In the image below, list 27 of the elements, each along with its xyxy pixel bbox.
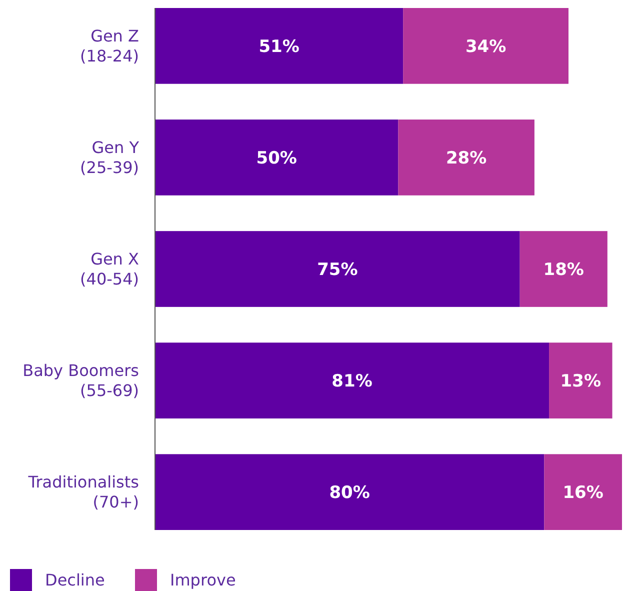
data-label: 34% <box>465 36 506 57</box>
bar <box>544 454 622 530</box>
y-tick-label: Gen Z (18-24) <box>80 26 140 66</box>
bar <box>549 342 612 418</box>
bar <box>155 8 404 84</box>
y-tick-label: Gen Y (25-39) <box>80 138 140 178</box>
y-tick-label: Traditionalists (70+) <box>27 472 139 512</box>
bar <box>155 231 520 307</box>
data-label: 50% <box>256 148 297 168</box>
bar <box>155 120 398 196</box>
bar <box>403 8 568 84</box>
bar <box>155 454 544 530</box>
legend-label: Decline <box>45 570 105 590</box>
data-label: 81% <box>332 371 372 392</box>
legend-label: Improve <box>170 570 236 590</box>
bar <box>398 120 534 196</box>
y-tick-label: Baby Boomers (55-69) <box>22 361 139 400</box>
data-label: 16% <box>562 483 604 504</box>
bar <box>520 231 608 307</box>
data-label: 80% <box>329 483 370 504</box>
y-tick-label: Gen X (40-54) <box>80 250 140 289</box>
data-label: 18% <box>543 260 584 280</box>
data-label: 28% <box>446 148 487 168</box>
data-label: 51% <box>258 36 300 57</box>
data-label: 13% <box>560 371 602 392</box>
bar <box>155 342 550 418</box>
data-label: 75% <box>317 260 358 280</box>
